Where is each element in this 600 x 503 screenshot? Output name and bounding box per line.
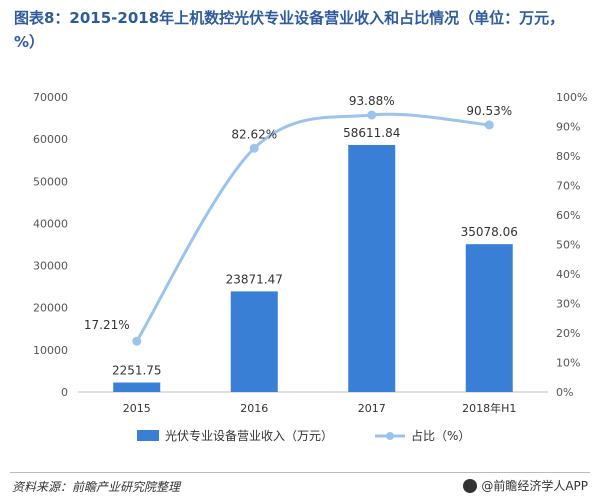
y-left-tick-label: 50000 xyxy=(33,175,68,188)
y-right-tick-label: 20% xyxy=(556,327,580,340)
line-value-label: 17.21% xyxy=(84,318,130,332)
x-tick-label: 2015 xyxy=(123,402,151,415)
legend-label-bar: 光伏专业设备营业收入（万元） xyxy=(165,428,333,443)
y-left-tick-label: 60000 xyxy=(33,133,68,146)
line-point xyxy=(367,110,377,120)
source-note: 资料来源：前瞻产业研究院整理 xyxy=(12,480,181,494)
bar-value-label: 23871.47 xyxy=(226,272,283,286)
y-right-tick-label: 40% xyxy=(556,268,580,281)
line-point xyxy=(132,336,142,346)
y-right-tick-label: 0% xyxy=(556,386,573,399)
y-right-tick-label: 70% xyxy=(556,180,580,193)
x-tick-label: 2016 xyxy=(240,402,268,415)
legend-label-line: 占比（%） xyxy=(411,428,470,443)
bar-value-label: 2251.75 xyxy=(112,364,162,378)
y-left-tick-label: 0 xyxy=(61,386,68,399)
bar xyxy=(113,382,161,392)
x-tick-label: 2018年H1 xyxy=(462,401,516,415)
chart-title: 图表8：2015-2018年上机数控光伏专业设备营业收入和占比情况（单位：万元，… xyxy=(14,9,565,51)
y-left-tick-label: 30000 xyxy=(33,260,68,273)
y-right-tick-label: 80% xyxy=(556,150,580,163)
brand-text: @前瞻经济学人APP xyxy=(481,479,588,493)
bar-value-label: 58611.84 xyxy=(343,126,400,140)
y-right-tick-label: 10% xyxy=(556,357,580,370)
bar xyxy=(348,144,396,392)
x-tick-label: 2017 xyxy=(358,402,386,415)
line-point xyxy=(249,143,259,153)
line-value-label: 93.88% xyxy=(349,94,395,108)
y-right-tick-label: 90% xyxy=(556,121,580,134)
line-value-label: 90.53% xyxy=(466,104,512,118)
y-right-tick-label: 60% xyxy=(556,209,580,222)
bar-value-label: 35078.06 xyxy=(461,225,518,239)
y-left-tick-label: 70000 xyxy=(33,91,68,104)
y-right-tick-label: 30% xyxy=(556,298,580,311)
bar xyxy=(230,291,278,392)
bar xyxy=(465,244,513,392)
legend-swatch-marker xyxy=(386,432,394,440)
line-point xyxy=(484,120,494,130)
y-right-tick-label: 50% xyxy=(556,239,580,252)
legend-swatch-bar xyxy=(137,430,159,441)
y-left-tick-label: 40000 xyxy=(33,217,68,230)
brand-credit: @前瞻经济学人APP xyxy=(463,477,588,494)
y-left-tick-label: 10000 xyxy=(33,344,68,357)
line-value-label: 82.62% xyxy=(231,127,277,141)
y-right-tick-label: 100% xyxy=(556,91,587,104)
series-line xyxy=(135,112,490,343)
footer-divider xyxy=(10,472,590,473)
y-left-tick-label: 20000 xyxy=(33,302,68,315)
brand-logo-icon xyxy=(463,478,478,493)
